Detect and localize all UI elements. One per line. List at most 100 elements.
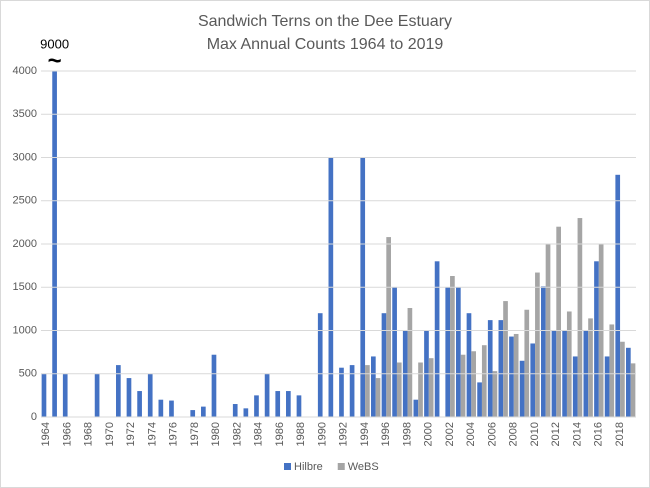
x-tick-label: 2014 [571, 422, 583, 446]
x-tick-label: 1988 [295, 422, 307, 446]
bar [471, 351, 476, 417]
y-tick-label: 1500 [13, 281, 37, 293]
bar [456, 287, 461, 417]
x-tick-label: 2008 [508, 422, 520, 446]
bar [620, 341, 625, 417]
bar [339, 367, 344, 417]
bar [428, 358, 434, 417]
x-tick-label: 2016 [593, 422, 605, 446]
bar [594, 261, 599, 417]
value-label: 9000 [40, 36, 69, 51]
chart-title: Sandwich Terns on the Dee Estuary [198, 13, 452, 30]
bar [460, 354, 466, 417]
bar [275, 391, 281, 417]
bar [487, 320, 493, 417]
x-tick-label: 1984 [253, 422, 265, 446]
y-tick-label: 3000 [13, 151, 37, 163]
x-tick-label: 1992 [338, 422, 350, 446]
y-tick-label: 2000 [13, 238, 37, 250]
bar [524, 309, 530, 417]
bar [588, 318, 593, 417]
legend-swatch [284, 463, 291, 470]
x-tick-label: 2004 [465, 422, 477, 446]
legend-label: WeBS [348, 461, 379, 473]
bar [201, 406, 206, 417]
bar [535, 272, 540, 417]
bar [615, 174, 621, 417]
x-tick-label: 2010 [529, 422, 541, 446]
bar [609, 324, 615, 417]
bar [503, 301, 508, 417]
bar [541, 286, 546, 417]
bar [418, 362, 423, 417]
bar [243, 408, 249, 417]
x-tick-label: 2018 [614, 422, 626, 446]
bar [386, 237, 391, 417]
bar [604, 356, 610, 417]
bar [126, 378, 132, 417]
y-tick-label: 0 [31, 411, 37, 423]
bar [407, 308, 413, 417]
bar [413, 399, 419, 417]
bar [254, 395, 259, 417]
bar [371, 356, 376, 417]
bar [566, 311, 572, 417]
y-tick-label: 3500 [13, 108, 37, 120]
x-tick-label: 1976 [168, 422, 180, 446]
x-tick-label: 1986 [274, 422, 286, 446]
bar [264, 373, 270, 417]
bar [572, 356, 578, 417]
bar [513, 333, 519, 417]
bar [481, 345, 487, 417]
x-tick-label: 1972 [125, 422, 137, 446]
bar [137, 391, 142, 417]
bar [232, 404, 238, 417]
x-tick-label: 1990 [316, 422, 328, 446]
legend-label: Hilbre [294, 461, 323, 473]
bar [62, 373, 68, 417]
x-tick-label: 1980 [210, 422, 222, 446]
x-tick-label: 2006 [486, 422, 498, 446]
bar [375, 378, 381, 417]
x-tick-label: 1966 [61, 422, 73, 446]
bar [466, 313, 472, 417]
bar [94, 373, 100, 417]
x-tick-label: 1968 [83, 422, 95, 446]
bar [498, 320, 504, 417]
bar [530, 343, 536, 417]
bar [577, 218, 583, 417]
bar [626, 347, 631, 417]
bar [509, 336, 514, 417]
x-tick-label: 2002 [444, 422, 456, 446]
bar [349, 365, 355, 417]
bar [41, 373, 47, 417]
bar [434, 261, 440, 417]
bar [477, 382, 482, 417]
y-tick-label: 500 [19, 368, 37, 380]
bar [169, 400, 174, 417]
x-tick-label: 1982 [231, 422, 243, 446]
x-tick-label: 1964 [40, 422, 52, 446]
y-tick-label: 4000 [13, 65, 37, 77]
x-tick-label: 1996 [380, 422, 392, 446]
bar [190, 410, 196, 417]
chart-subtitle: Max Annual Counts 1964 to 2019 [207, 36, 444, 53]
bar [556, 226, 561, 417]
bar [519, 360, 525, 417]
x-tick-label: 1970 [104, 422, 116, 446]
bar [116, 365, 121, 417]
bar [450, 276, 455, 417]
x-tick-label: 2000 [423, 422, 435, 446]
bar [317, 313, 323, 417]
bar [158, 399, 164, 417]
bar [445, 287, 451, 417]
bar [392, 287, 397, 417]
axis-break: ~ [48, 47, 62, 74]
bar [396, 362, 402, 417]
x-tick-label: 1998 [401, 422, 413, 446]
x-tick-label: 1994 [359, 422, 371, 446]
x-tick-label: 2012 [550, 422, 562, 446]
y-tick-label: 2500 [13, 195, 37, 207]
legend-swatch [337, 463, 345, 470]
